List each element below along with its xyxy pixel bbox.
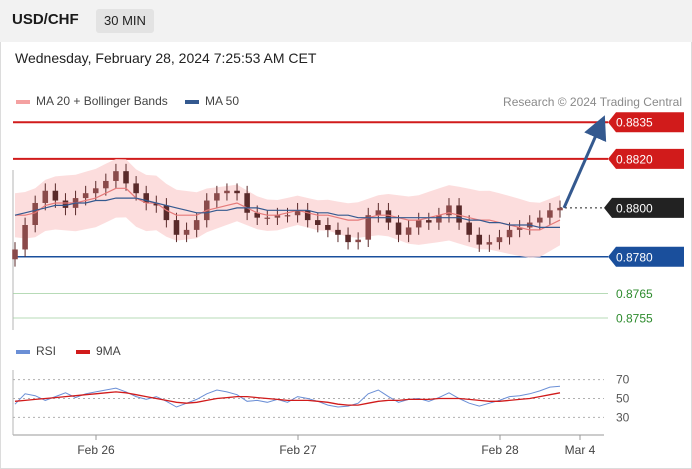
- chart-datetime: Wednesday, February 28, 2024 7:25:53 AM …: [15, 50, 317, 66]
- candle-body: [214, 193, 220, 201]
- rsi-panel: 70 50 30: [13, 373, 630, 424]
- rsi-tick-label-0: 70: [616, 373, 630, 387]
- candle-body: [315, 220, 321, 225]
- bollinger-swatch: [16, 99, 30, 104]
- ma50-line: [14, 197, 560, 228]
- level-label-2: 0.8800: [616, 201, 653, 215]
- candle-body: [385, 210, 392, 223]
- level-tag-0: [608, 112, 684, 133]
- candle-body: [32, 202, 38, 225]
- candle-body: [506, 229, 513, 238]
- candle-body: [294, 210, 301, 216]
- price-lines: [14, 115, 607, 231]
- candle-body: [22, 225, 28, 250]
- rsi-tick-label-1: 50: [616, 392, 630, 406]
- candle-body: [415, 220, 422, 228]
- level-tag-2: [604, 197, 684, 218]
- timeframe-button[interactable]: 30 MIN: [96, 9, 154, 33]
- candle-body: [557, 207, 563, 211]
- candle-body: [516, 227, 523, 230]
- candle-body: [113, 171, 119, 181]
- rsi-tick-label-2: 30: [616, 410, 630, 424]
- candle-body: [153, 202, 160, 206]
- legend-ma50-label: MA 50: [205, 94, 240, 108]
- forecast-arrow: [562, 115, 607, 209]
- legend-rsi: RSI: [16, 344, 56, 358]
- level-label-5: 0.8755: [616, 311, 653, 325]
- x-tick-label-0: Feb 26: [77, 443, 115, 457]
- candle-body: [52, 190, 59, 201]
- candle-body: [304, 210, 311, 221]
- candle-body: [345, 234, 351, 243]
- candle-body: [486, 242, 493, 245]
- candle-body: [405, 227, 412, 235]
- price-levels: [13, 121, 608, 319]
- x-tick-label-2: Feb 28: [481, 443, 519, 457]
- legend-bollinger-label: MA 20 + Bollinger Bands: [36, 94, 168, 108]
- level-label-0: 0.8835: [616, 116, 653, 130]
- chart-header: USD/CHF 30 MIN: [0, 0, 692, 42]
- candle-body: [42, 190, 49, 203]
- legend-rsi-label: RSI: [36, 344, 57, 358]
- candle-body: [426, 220, 432, 223]
- candle-body: [466, 222, 472, 235]
- candle-body: [103, 180, 109, 189]
- credit-text: Research © 2024 Trading Central: [503, 95, 682, 109]
- level-label-1: 0.8820: [616, 152, 653, 166]
- candle-body: [82, 193, 89, 199]
- candle-body: [254, 212, 260, 218]
- legend-ma50: MA 50: [185, 94, 239, 108]
- candle-body: [476, 234, 483, 245]
- candle-body: [375, 210, 382, 216]
- level-label-4: 0.8765: [616, 287, 653, 301]
- candle-body: [446, 205, 452, 216]
- candle-body: [365, 215, 372, 240]
- x-tick-label-3: Mar 4: [565, 443, 596, 457]
- candle-body: [224, 190, 230, 194]
- rsi-ma-line: [14, 391, 561, 406]
- candle-body: [92, 188, 99, 194]
- candle-body: [133, 183, 139, 194]
- candle-body: [143, 193, 149, 203]
- candle-body: [62, 200, 69, 208]
- candle-body: [163, 205, 170, 221]
- level-label-3: 0.8780: [616, 250, 653, 264]
- candle-body: [436, 215, 442, 223]
- rsi-line: [14, 385, 561, 408]
- candle-body: [335, 229, 341, 235]
- rsi-ma-swatch: [76, 349, 90, 354]
- level-tag-1: [608, 148, 684, 169]
- candle-body: [244, 193, 250, 213]
- candle-body: [325, 225, 331, 230]
- ma50-swatch: [185, 99, 199, 104]
- candle-body: [284, 215, 291, 217]
- x-tick-label-1: Feb 27: [279, 443, 317, 457]
- candle-body: [173, 220, 180, 235]
- candle-body: [193, 220, 200, 230]
- candle-body: [395, 222, 402, 235]
- candle-body: [234, 190, 240, 194]
- legend-rsi-ma: 9MA: [76, 344, 121, 358]
- candle-body: [264, 217, 271, 219]
- symbol-label: USD/CHF: [12, 11, 79, 28]
- candle-body: [496, 237, 503, 243]
- candle-body: [547, 210, 553, 218]
- x-ticks: Feb 26 Feb 27 Feb 28 Mar 4: [77, 435, 596, 457]
- candle-body: [123, 171, 129, 184]
- candle-body: [537, 217, 543, 223]
- ma20-line: [15, 187, 561, 231]
- candle-body: [274, 215, 281, 218]
- candle-body: [183, 229, 190, 235]
- level-tag-3: [608, 246, 684, 267]
- rsi-swatch: [16, 349, 30, 354]
- legend-bollinger: MA 20 + Bollinger Bands: [16, 94, 168, 108]
- candle-body: [456, 205, 462, 223]
- candle-body: [355, 239, 361, 243]
- level-labels: 0.8835 0.8820 0.8800 0.8780 0.8765 0.8755: [604, 112, 684, 325]
- legend-rsi-ma-label: 9MA: [96, 344, 121, 358]
- candle-body: [12, 249, 18, 260]
